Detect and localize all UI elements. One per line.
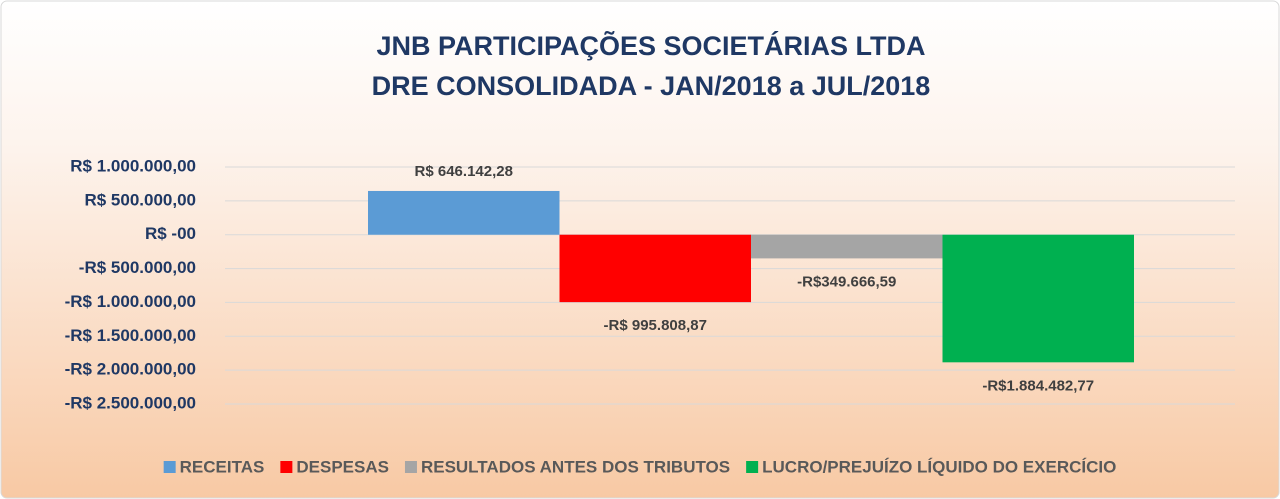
legend-label: RECEITAS (180, 457, 265, 476)
legend-label: RESULTADOS ANTES DOS TRIBUTOS (421, 457, 730, 476)
y-tick-label: -R$ 2.500.000,00 (65, 393, 196, 412)
legend-label: LUCRO/PREJUÍZO LÍQUIDO DO EXERCÍCIO (762, 457, 1116, 476)
chart-subtitle: DRE CONSOLIDADA - JAN/2018 a JUL/2018 (372, 71, 931, 101)
y-tick-label: R$ 500.000,00 (84, 190, 196, 209)
legend-swatch (163, 461, 176, 473)
bar (942, 234, 1134, 363)
bar (559, 234, 751, 303)
legend-swatch (280, 461, 293, 473)
bar (368, 190, 560, 235)
legend-label: DESPESAS (296, 457, 389, 476)
y-tick-label: -R$ 500.000,00 (79, 258, 196, 277)
bar (751, 234, 943, 259)
y-tick-label: -R$ 1.500.000,00 (65, 326, 196, 345)
data-label: R$ 646.142,28 (415, 163, 513, 180)
y-tick-label: -R$ 1.000.000,00 (65, 292, 196, 311)
data-label: -R$ 995.808,87 (604, 317, 707, 334)
data-label: -R$1.884.482,77 (982, 377, 1094, 394)
chart-title: JNB PARTICIPAÇÕES SOCIETÁRIAS LTDA (376, 30, 925, 61)
legend-swatch (404, 461, 417, 473)
data-label: -R$349.666,59 (797, 273, 896, 290)
y-tick-label: R$ -00 (145, 224, 196, 243)
legend-swatch (746, 461, 759, 473)
y-tick-label: -R$ 2.000.000,00 (65, 360, 196, 379)
y-tick-label: R$ 1.000.000,00 (70, 156, 196, 175)
